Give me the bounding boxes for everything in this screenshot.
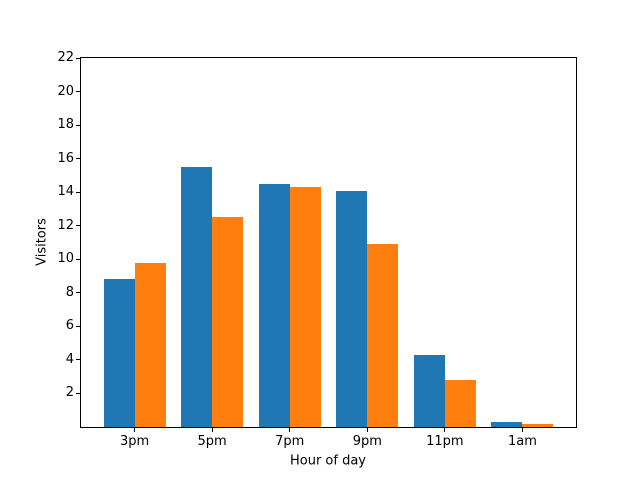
x-tick-label: 3pm	[119, 434, 150, 449]
y-tick-mark	[76, 124, 80, 126]
y-tick-mark	[76, 359, 80, 361]
bar-blue-5pm	[181, 167, 213, 427]
bar-orange-3pm	[134, 262, 166, 427]
x-tick-mark	[444, 428, 446, 432]
bar-blue-7pm	[258, 183, 290, 427]
x-axis-label: Hour of day	[289, 453, 367, 469]
y-tick-mark	[76, 57, 80, 59]
x-tick-label: 7pm	[275, 434, 305, 449]
x-tick-mark	[134, 428, 136, 432]
x-tick-label: 5pm	[197, 434, 227, 449]
bar-orange-11pm	[444, 380, 476, 427]
bar-blue-1am	[491, 421, 523, 427]
x-tick-label: 11pm	[426, 434, 464, 449]
y-tick-label: 8	[65, 284, 74, 300]
y-tick-label: 22	[57, 50, 74, 65]
bar-orange-5pm	[212, 217, 244, 427]
y-tick-label: 20	[57, 83, 74, 99]
y-tick-label: 4	[65, 351, 74, 367]
x-tick-mark	[366, 428, 368, 432]
y-tick-mark	[76, 392, 80, 394]
y-tick-label: 14	[57, 184, 74, 200]
x-tick-mark	[521, 428, 523, 432]
y-tick-mark	[76, 292, 80, 294]
plot-area: 2 4 6 8 10 12 14 16 18 20 22 3pm 5pm 7pm 9pm 11pm 1am	[57, 50, 577, 449]
y-tick-label: 12	[57, 217, 74, 233]
bar-orange-9pm	[367, 244, 399, 427]
y-tick-mark	[76, 158, 80, 160]
y-tick-label: 2	[65, 385, 74, 401]
x-tick-label: 9pm	[352, 434, 382, 449]
y-tick-mark	[76, 191, 80, 193]
y-tick-mark	[76, 258, 80, 260]
y-tick-mark	[76, 325, 80, 327]
y-tick-label: 16	[57, 150, 74, 166]
bar-blue-3pm	[103, 279, 135, 427]
x-tick-mark	[211, 428, 213, 432]
bar-blue-11pm	[413, 354, 445, 427]
y-tick-mark	[76, 225, 80, 227]
y-tick-label: 10	[57, 251, 74, 267]
bar-orange-1am	[522, 423, 554, 427]
bar-blue-9pm	[336, 190, 368, 427]
bar-orange-7pm	[289, 187, 321, 427]
y-tick-mark	[76, 91, 80, 93]
y-tick-label: 18	[57, 117, 74, 133]
x-tick-label: 1am	[508, 434, 537, 449]
x-tick-mark	[289, 428, 291, 432]
y-tick-label: 6	[65, 318, 74, 334]
